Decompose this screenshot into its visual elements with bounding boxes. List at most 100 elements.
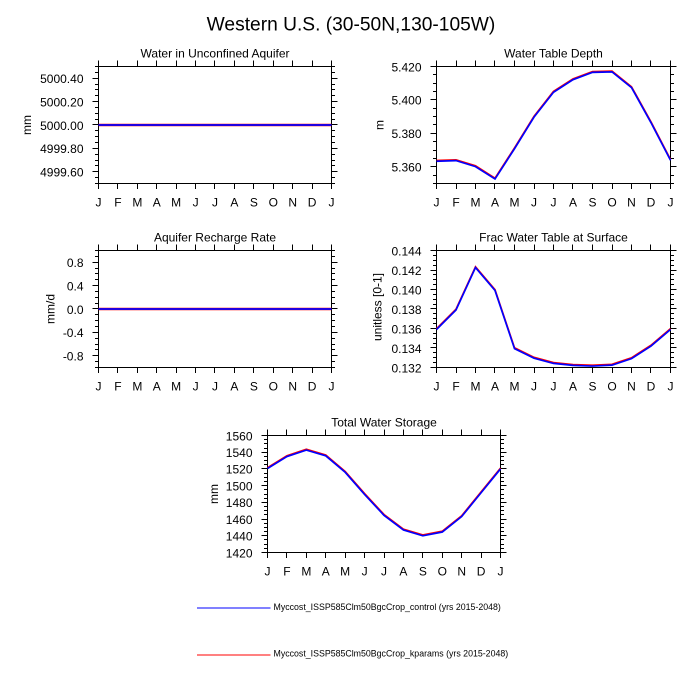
svg-text:J: J	[212, 379, 218, 393]
svg-text:M: M	[171, 195, 181, 209]
svg-text:J: J	[434, 195, 440, 209]
svg-text:J: J	[668, 379, 674, 393]
svg-text:1460: 1460	[226, 513, 253, 527]
svg-text:5000.40: 5000.40	[40, 72, 84, 86]
svg-text:S: S	[588, 379, 596, 393]
svg-text:J: J	[381, 564, 387, 578]
svg-text:unitless [0-1]: unitless [0-1]	[371, 273, 385, 341]
svg-text:F: F	[114, 195, 121, 209]
svg-text:Water Table Depth: Water Table Depth	[504, 46, 603, 60]
svg-text:O: O	[607, 379, 616, 393]
svg-text:M: M	[171, 379, 181, 393]
svg-text:O: O	[269, 379, 278, 393]
svg-text:D: D	[308, 379, 317, 393]
svg-text:M: M	[471, 195, 481, 209]
svg-text:J: J	[212, 195, 218, 209]
svg-text:S: S	[250, 379, 258, 393]
svg-text:M: M	[132, 379, 142, 393]
svg-text:A: A	[230, 195, 238, 209]
svg-text:J: J	[329, 379, 335, 393]
svg-text:J: J	[265, 564, 271, 578]
svg-text:J: J	[551, 195, 557, 209]
svg-text:A: A	[153, 195, 161, 209]
svg-text:1520: 1520	[226, 463, 253, 477]
svg-text:M: M	[510, 379, 520, 393]
svg-text:Western U.S. (30-50N,130-105W): Western U.S. (30-50N,130-105W)	[207, 15, 496, 36]
svg-text:D: D	[647, 379, 656, 393]
svg-text:5.380: 5.380	[391, 127, 421, 141]
svg-text:Myccost_ISSP585Clm50BgcCrop_co: Myccost_ISSP585Clm50BgcCrop_control (yrs…	[274, 602, 501, 612]
svg-text:mm: mm	[20, 115, 34, 135]
svg-text:N: N	[627, 195, 636, 209]
svg-text:0.4: 0.4	[67, 279, 84, 293]
svg-text:0.144: 0.144	[391, 244, 421, 258]
svg-text:J: J	[193, 379, 199, 393]
svg-text:1420: 1420	[226, 546, 253, 560]
svg-text:J: J	[96, 195, 102, 209]
svg-text:4999.60: 4999.60	[40, 166, 84, 180]
svg-text:J: J	[434, 379, 440, 393]
svg-text:M: M	[510, 195, 520, 209]
svg-text:mm: mm	[207, 484, 221, 504]
svg-text:O: O	[607, 195, 616, 209]
svg-text:5000.20: 5000.20	[40, 95, 84, 109]
svg-text:N: N	[457, 564, 466, 578]
svg-text:J: J	[193, 195, 199, 209]
svg-text:4999.80: 4999.80	[40, 142, 84, 156]
svg-text:M: M	[471, 379, 481, 393]
svg-text:N: N	[288, 195, 297, 209]
svg-text:S: S	[250, 195, 258, 209]
svg-text:J: J	[531, 195, 537, 209]
svg-text:0.140: 0.140	[391, 283, 421, 297]
svg-text:S: S	[419, 564, 427, 578]
svg-text:J: J	[498, 564, 504, 578]
svg-text:mm/d: mm/d	[44, 294, 58, 324]
svg-text:A: A	[230, 379, 238, 393]
svg-text:-0.4: -0.4	[63, 326, 84, 340]
svg-text:1540: 1540	[226, 446, 253, 460]
svg-text:0.138: 0.138	[391, 303, 421, 317]
svg-text:J: J	[329, 195, 335, 209]
svg-text:5000.00: 5000.00	[40, 119, 84, 133]
svg-text:0.132: 0.132	[391, 361, 421, 375]
svg-text:0.134: 0.134	[391, 342, 421, 356]
svg-text:A: A	[569, 379, 577, 393]
svg-text:J: J	[362, 564, 368, 578]
svg-text:J: J	[531, 379, 537, 393]
svg-text:J: J	[96, 379, 102, 393]
svg-text:5.360: 5.360	[391, 161, 421, 175]
svg-text:m: m	[372, 120, 386, 130]
svg-text:N: N	[288, 379, 297, 393]
svg-text:Total Water Storage: Total Water Storage	[331, 415, 437, 429]
svg-text:1440: 1440	[226, 530, 253, 544]
svg-text:1560: 1560	[226, 429, 253, 443]
svg-text:A: A	[153, 379, 161, 393]
svg-text:N: N	[627, 379, 636, 393]
svg-text:1500: 1500	[226, 479, 253, 493]
svg-text:Aquifer Recharge Rate: Aquifer Recharge Rate	[154, 230, 276, 244]
svg-text:A: A	[322, 564, 330, 578]
svg-text:M: M	[340, 564, 350, 578]
svg-text:0.0: 0.0	[67, 303, 84, 317]
svg-text:A: A	[491, 195, 499, 209]
svg-text:J: J	[668, 195, 674, 209]
svg-text:Myccost_ISSP585Clm50BgcCrop_kp: Myccost_ISSP585Clm50BgcCrop_kparams (yrs…	[274, 649, 509, 659]
svg-text:1480: 1480	[226, 496, 253, 510]
svg-text:F: F	[283, 564, 290, 578]
svg-text:0.8: 0.8	[67, 256, 84, 270]
svg-text:A: A	[569, 195, 577, 209]
svg-text:D: D	[477, 564, 486, 578]
svg-text:F: F	[452, 379, 459, 393]
svg-text:S: S	[588, 195, 596, 209]
svg-text:M: M	[132, 195, 142, 209]
svg-text:5.400: 5.400	[391, 94, 421, 108]
svg-text:-0.8: -0.8	[63, 350, 84, 364]
svg-text:O: O	[438, 564, 447, 578]
svg-text:D: D	[647, 195, 656, 209]
svg-text:Water in Unconfined Aquifer: Water in Unconfined Aquifer	[141, 46, 290, 60]
svg-text:A: A	[399, 564, 407, 578]
svg-text:J: J	[551, 379, 557, 393]
svg-text:M: M	[301, 564, 311, 578]
svg-text:F: F	[114, 379, 121, 393]
svg-text:D: D	[308, 195, 317, 209]
